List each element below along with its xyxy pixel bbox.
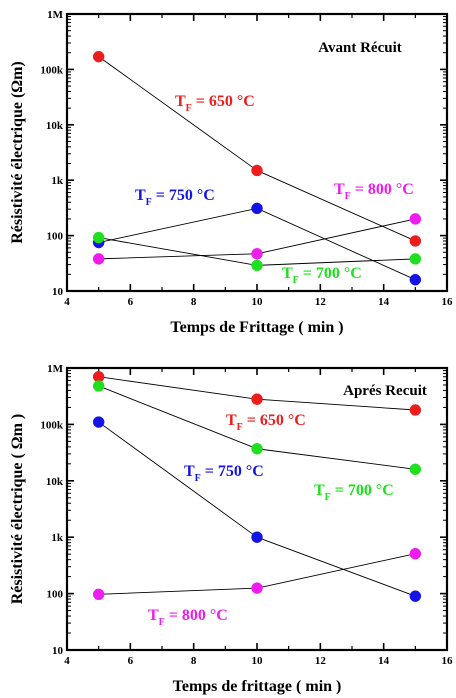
- data-point: [251, 202, 263, 215]
- data-point: [251, 248, 263, 260]
- y-tick-label: 1k: [51, 532, 64, 544]
- series-label-equals: =: [299, 265, 316, 282]
- series-label-subscript: F: [159, 617, 165, 628]
- series-label-subscript: F: [146, 197, 152, 208]
- data-point: [92, 416, 105, 428]
- series-label-symbol: T: [135, 187, 146, 204]
- series-label: TF = 800 °C: [334, 181, 414, 202]
- y-tick-label: 100k: [40, 419, 64, 431]
- plot-frame: [65, 366, 449, 652]
- series-label-symbol: T: [334, 181, 345, 198]
- series-label-value: 650 °C: [260, 412, 306, 429]
- series-label-value: 800 °C: [182, 607, 228, 624]
- x-tick-label: 14: [378, 655, 390, 667]
- x-tick-label: 4: [64, 655, 70, 667]
- series-label-value: 700 °C: [348, 482, 394, 499]
- series-label-equals: =: [331, 482, 348, 499]
- series-label: TF = 700 °C: [282, 265, 362, 286]
- x-axis-title: Temps de frittage ( min ): [173, 678, 342, 695]
- series-label-subscript: F: [325, 492, 331, 503]
- x-tick-label: 8: [191, 296, 197, 308]
- data-point: [251, 259, 263, 272]
- series-label-value: 750 °C: [218, 463, 264, 480]
- data-point: [251, 164, 263, 177]
- series-label-equals: =: [192, 93, 209, 110]
- x-tick-label: 14: [378, 296, 390, 308]
- series-label-symbol: T: [282, 265, 293, 282]
- series-label: TF = 750 °C: [184, 463, 264, 484]
- panel-title: Avant Récuit: [318, 40, 401, 56]
- data-point: [409, 590, 422, 602]
- series-label-subscript: F: [237, 422, 243, 433]
- series-label-value: 800 °C: [368, 181, 414, 198]
- series-label-subscript: F: [195, 473, 201, 484]
- data-point: [251, 531, 263, 543]
- y-tick-label: 100: [47, 231, 64, 243]
- data-point: [409, 235, 422, 247]
- data-point: [92, 231, 105, 244]
- data-point: [409, 253, 422, 265]
- data-point: [251, 582, 263, 594]
- series-label-subscript: F: [345, 191, 351, 202]
- data-point: [92, 380, 105, 392]
- chart-panel-1: 4 6 8 10 12 14 16 10 100 1k 10k 100k 1M Temps de Frit…: [9, 9, 453, 336]
- x-tick-label: 4: [64, 296, 70, 308]
- x-tick-label: 12: [315, 296, 327, 308]
- y-axis-title: Résistivité électrique ( Ωm ): [9, 414, 26, 605]
- series-label-value: 700 °C: [316, 265, 362, 282]
- y-axis-title: Résistivité électrique (Ωm): [9, 61, 26, 244]
- data-point: [92, 50, 105, 63]
- x-tick-label: 10: [252, 296, 264, 308]
- data-point: [409, 463, 422, 476]
- series-label-symbol: T: [184, 463, 195, 480]
- series-label: TF = 650 °C: [175, 93, 255, 114]
- data-point: [409, 273, 422, 286]
- series-label: TF = 700 °C: [314, 482, 394, 503]
- x-tick-label: 16: [442, 655, 454, 667]
- data-point: [92, 588, 105, 601]
- y-tick-label: 10: [52, 645, 64, 657]
- y-tick-label: 10k: [46, 476, 64, 488]
- y-tick-label: 10k: [46, 120, 64, 132]
- panel-title: Aprés Recuit: [343, 383, 427, 399]
- series-label-symbol: T: [314, 482, 325, 499]
- y-tick-label: 10: [52, 286, 64, 298]
- series-label-symbol: T: [175, 93, 186, 110]
- data-point: [251, 393, 263, 405]
- series-label-equals: =: [152, 187, 169, 204]
- chart-panel-2: 4 6 8 10 12 14 16 10 100 1k 10k 100k 1M Temps de frit…: [9, 363, 453, 695]
- y-tick-label: 1M: [47, 363, 64, 375]
- data-point: [409, 213, 422, 225]
- series-label-subscript: F: [186, 103, 192, 114]
- data-point: [409, 547, 422, 560]
- series-label-equals: =: [243, 412, 260, 429]
- series-label-equals: =: [201, 463, 218, 480]
- series-label-equals: =: [351, 181, 368, 198]
- y-tick-label: 1M: [47, 9, 64, 21]
- x-tick-label: 10: [252, 655, 264, 667]
- series-label-value: 750 °C: [169, 187, 215, 204]
- y-tick-label: 100: [47, 589, 64, 601]
- x-tick-label: 16: [442, 296, 454, 308]
- y-tick-label: 1k: [51, 175, 64, 187]
- x-tick-label: 6: [128, 655, 134, 667]
- x-tick-label: 12: [315, 655, 327, 667]
- series-label-equals: =: [165, 607, 182, 624]
- series-label: TF = 650 °C: [226, 412, 306, 433]
- x-tick-label: 6: [128, 296, 134, 308]
- series-label-value: 650 °C: [209, 93, 255, 110]
- data-point: [92, 253, 105, 265]
- series-label: TF = 750 °C: [135, 187, 215, 208]
- data-point: [409, 404, 422, 416]
- y-tick-label: 100k: [40, 64, 64, 76]
- data-point: [251, 443, 263, 455]
- x-axis-title: Temps de Frittage ( min ): [170, 319, 343, 336]
- series-label-subscript: F: [293, 275, 299, 286]
- series-label-symbol: T: [226, 412, 237, 429]
- series-label-symbol: T: [148, 607, 159, 624]
- series-label: TF = 800 °C: [148, 607, 228, 628]
- x-tick-label: 8: [191, 655, 197, 667]
